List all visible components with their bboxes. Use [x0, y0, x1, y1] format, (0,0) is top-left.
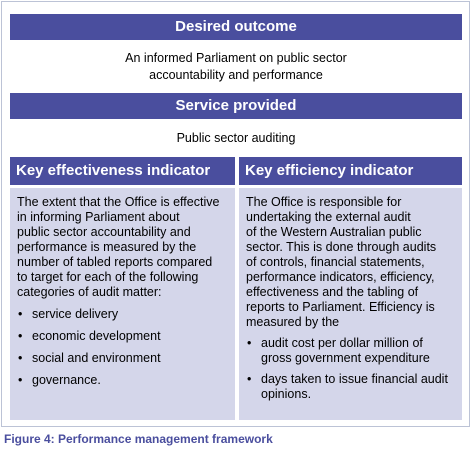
description-line: undertaking the external audit	[246, 210, 411, 224]
description-line: performance is measured by the	[17, 240, 197, 254]
description-line: reports to Parliament. Efficiency is	[246, 300, 435, 314]
list-item: • audit cost per dollar million of gross…	[246, 336, 456, 366]
description-line: The extent that the Office is effective	[17, 195, 220, 209]
desired-outcome-text: An informed Parliament on public sector …	[10, 50, 462, 84]
bullet-icon: •	[18, 351, 23, 365]
description-line: performance indicators, efficiency,	[246, 270, 435, 284]
description-line: categories of audit matter:	[17, 285, 162, 299]
list-item: • service delivery	[17, 307, 229, 322]
description-line: effectiveness and the tabling of	[246, 285, 419, 299]
desired-outcome-line: An informed Parliament on public sector	[125, 51, 347, 65]
desired-outcome-heading: Desired outcome	[10, 14, 462, 40]
bullet-icon: •	[18, 329, 23, 343]
description-line: public sector accountability and	[17, 225, 191, 239]
effectiveness-description: The extent that the Office is effective …	[17, 195, 229, 300]
list-item-line: audit cost per dollar million of	[261, 336, 423, 350]
efficiency-indicator-panel: The Office is responsible for undertakin…	[239, 188, 462, 420]
list-item-label: service delivery	[32, 307, 119, 321]
bullet-icon: •	[247, 372, 252, 386]
service-provided-heading: Service provided	[10, 93, 462, 119]
list-item: • governance.	[17, 373, 229, 388]
list-item-label: social and environment	[32, 351, 161, 365]
efficiency-measure-list: • audit cost per dollar million of gross…	[246, 336, 456, 402]
description-line: sector. This is done through audits	[246, 240, 437, 254]
description-line: in informing Parliament about	[17, 210, 180, 224]
list-item: • social and environment	[17, 351, 229, 366]
figure-caption: Figure 4: Performance management framewo…	[4, 432, 273, 446]
list-item-label: governance.	[32, 373, 101, 387]
audit-matter-list: • service delivery • economic development …	[17, 307, 229, 388]
desired-outcome-line: accountability and performance	[149, 68, 323, 82]
efficiency-indicator-heading: Key efficiency indicator	[239, 157, 462, 185]
description-line: number of tabled reports compared	[17, 255, 213, 269]
description-line: The Office is responsible for	[246, 195, 402, 209]
list-item: • days taken to issue financial audit op…	[246, 372, 456, 402]
bullet-icon: •	[18, 307, 23, 321]
bullet-icon: •	[247, 336, 252, 350]
description-line: of controls, financial statements,	[246, 255, 425, 269]
service-provided-text: Public sector auditing	[176, 131, 296, 145]
bullet-icon: •	[18, 373, 23, 387]
effectiveness-indicator-panel: The extent that the Office is effective …	[10, 188, 235, 420]
list-item-line: days taken to issue financial audit	[261, 372, 448, 386]
description-line: of the Western Australian public	[246, 225, 422, 239]
list-item-label: economic development	[32, 329, 161, 343]
description-line: measured by the	[246, 315, 340, 329]
description-line: to target for each of the following	[17, 270, 199, 284]
efficiency-description: The Office is responsible for undertakin…	[246, 195, 456, 330]
list-item-line: opinions.	[261, 387, 312, 401]
effectiveness-indicator-heading: Key effectiveness indicator	[10, 157, 235, 185]
list-item: • economic development	[17, 329, 229, 344]
list-item-line: gross government expenditure	[261, 351, 430, 365]
